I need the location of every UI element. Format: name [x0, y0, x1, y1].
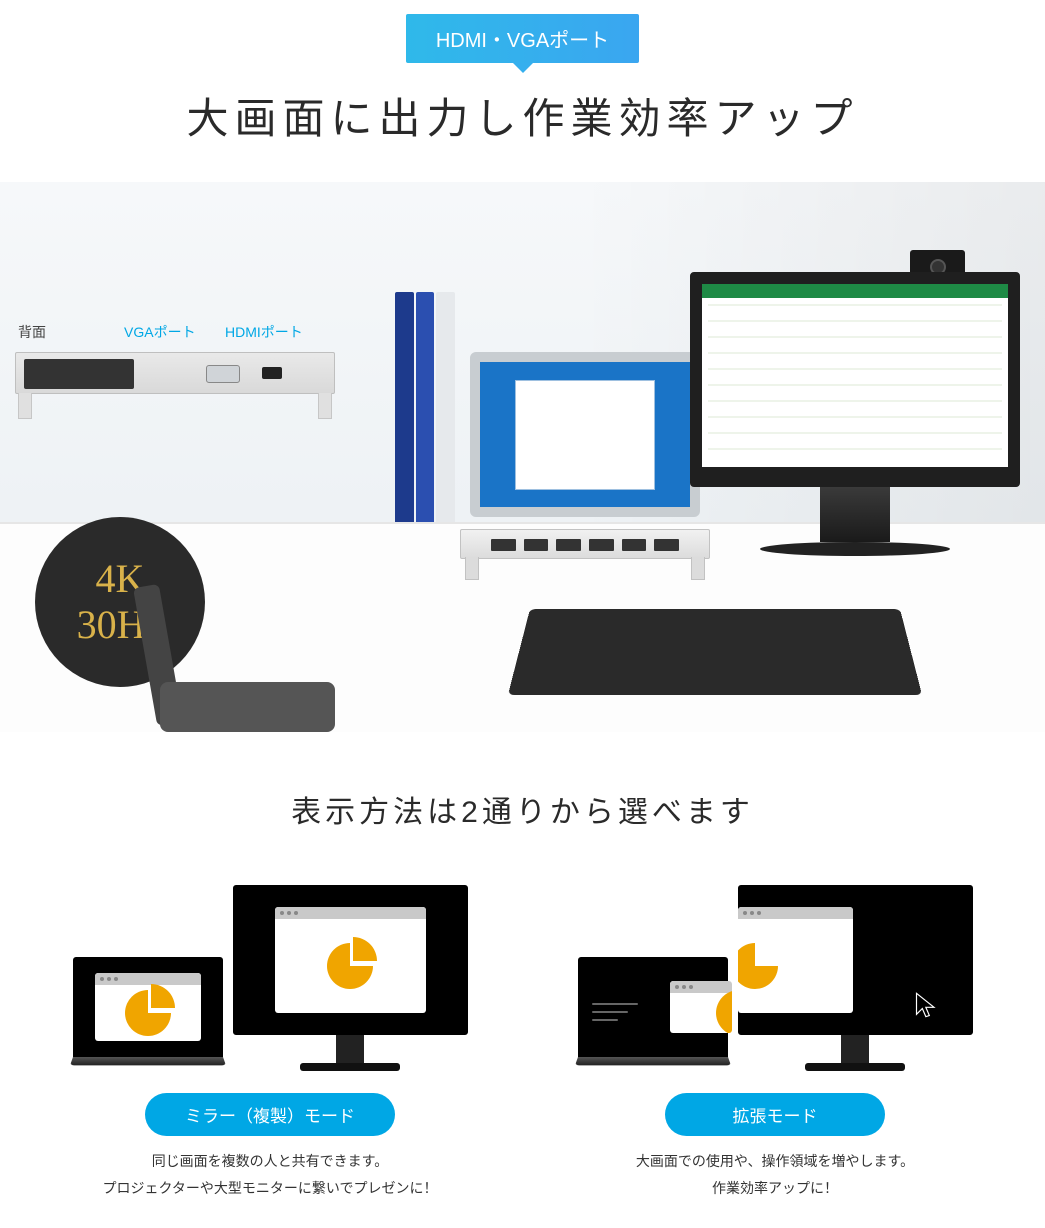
dock-slot — [24, 359, 134, 389]
spreadsheet — [708, 290, 1002, 461]
spreadsheet-titlebar — [702, 284, 1008, 298]
banner: HDMI・VGAポート 大画面に出力し作業効率アップ — [0, 0, 1045, 152]
pie-chart-icon — [125, 990, 171, 1036]
dock-foot — [318, 393, 332, 419]
mode-visual — [553, 871, 998, 1071]
display-modes: ミラー（複製）モード 同じ画面を複数の人と共有できます。 プロジェクターや大型モ… — [0, 871, 1045, 1201]
app-window-half — [738, 907, 853, 1013]
laptop-screen — [470, 352, 700, 517]
mini-laptop — [578, 957, 728, 1071]
hero-scene: 背面 VGAポート HDMIポート 4K 30Hz — [0, 182, 1045, 732]
monitor-stand — [820, 487, 890, 542]
dock-front-ports — [491, 539, 679, 551]
modes-title: 表示方法は2通りから選べます — [0, 787, 1045, 831]
mini-monitor — [233, 885, 468, 1071]
mini-laptop — [73, 957, 223, 1071]
dock-rear-view — [15, 352, 335, 394]
mode-desc-line: 大画面での使用や、操作領域を増やします。 — [636, 1153, 914, 1169]
port-type-pill: HDMI・VGAポート — [406, 14, 639, 63]
hdmi-port-label: HDMIポート — [225, 322, 303, 342]
dock-foot — [18, 393, 32, 419]
file-binders — [395, 292, 455, 522]
mode-mirror: ミラー（複製）モード 同じ画面を複数の人と共有できます。 プロジェクターや大型モ… — [48, 871, 493, 1201]
mode-desc-line: 同じ画面を複数の人と共有できます。 — [152, 1153, 389, 1169]
laptop-window — [515, 380, 655, 490]
mode-desc: 大画面での使用や、操作領域を増やします。 作業効率アップに！ — [553, 1148, 998, 1201]
page: HDMI・VGAポート 大画面に出力し作業効率アップ 背面 VGAポート HDM… — [0, 0, 1045, 1201]
app-window-half — [670, 981, 732, 1033]
mini-monitor — [738, 885, 973, 1071]
rear-face-label: 背面 — [18, 322, 46, 342]
headline: 大画面に出力し作業効率アップ — [0, 85, 1045, 146]
mode-desc-line: 作業効率アップに！ — [712, 1180, 838, 1196]
vga-port-icon — [206, 365, 240, 383]
app-window — [95, 973, 201, 1041]
app-window — [275, 907, 426, 1013]
pie-chart-icon — [716, 990, 732, 1033]
motion-lines-icon — [592, 997, 658, 1027]
dock-front-view — [460, 529, 710, 559]
pie-chart-icon — [738, 943, 778, 989]
monitor-base — [760, 542, 950, 556]
mode-desc-line: プロジェクターや大型モニターに繋いでプレゼンに！ — [102, 1180, 437, 1196]
mode-name-pill: 拡張モード — [665, 1093, 885, 1136]
hdmi-port-icon — [262, 367, 282, 379]
external-monitor — [690, 272, 1020, 602]
mode-visual — [48, 871, 493, 1071]
pie-chart-icon — [327, 943, 373, 989]
keyboard — [508, 609, 922, 695]
mode-name-pill: ミラー（複製）モード — [145, 1093, 395, 1136]
mode-desc: 同じ画面を複数の人と共有できます。 プロジェクターや大型モニターに繋いでプレゼン… — [48, 1148, 493, 1201]
mode-extend: 拡張モード 大画面での使用や、操作領域を増やします。 作業効率アップに！ — [553, 871, 998, 1201]
monitor-screen — [690, 272, 1020, 487]
office-chair — [145, 567, 335, 732]
vga-port-label: VGAポート — [124, 322, 196, 342]
